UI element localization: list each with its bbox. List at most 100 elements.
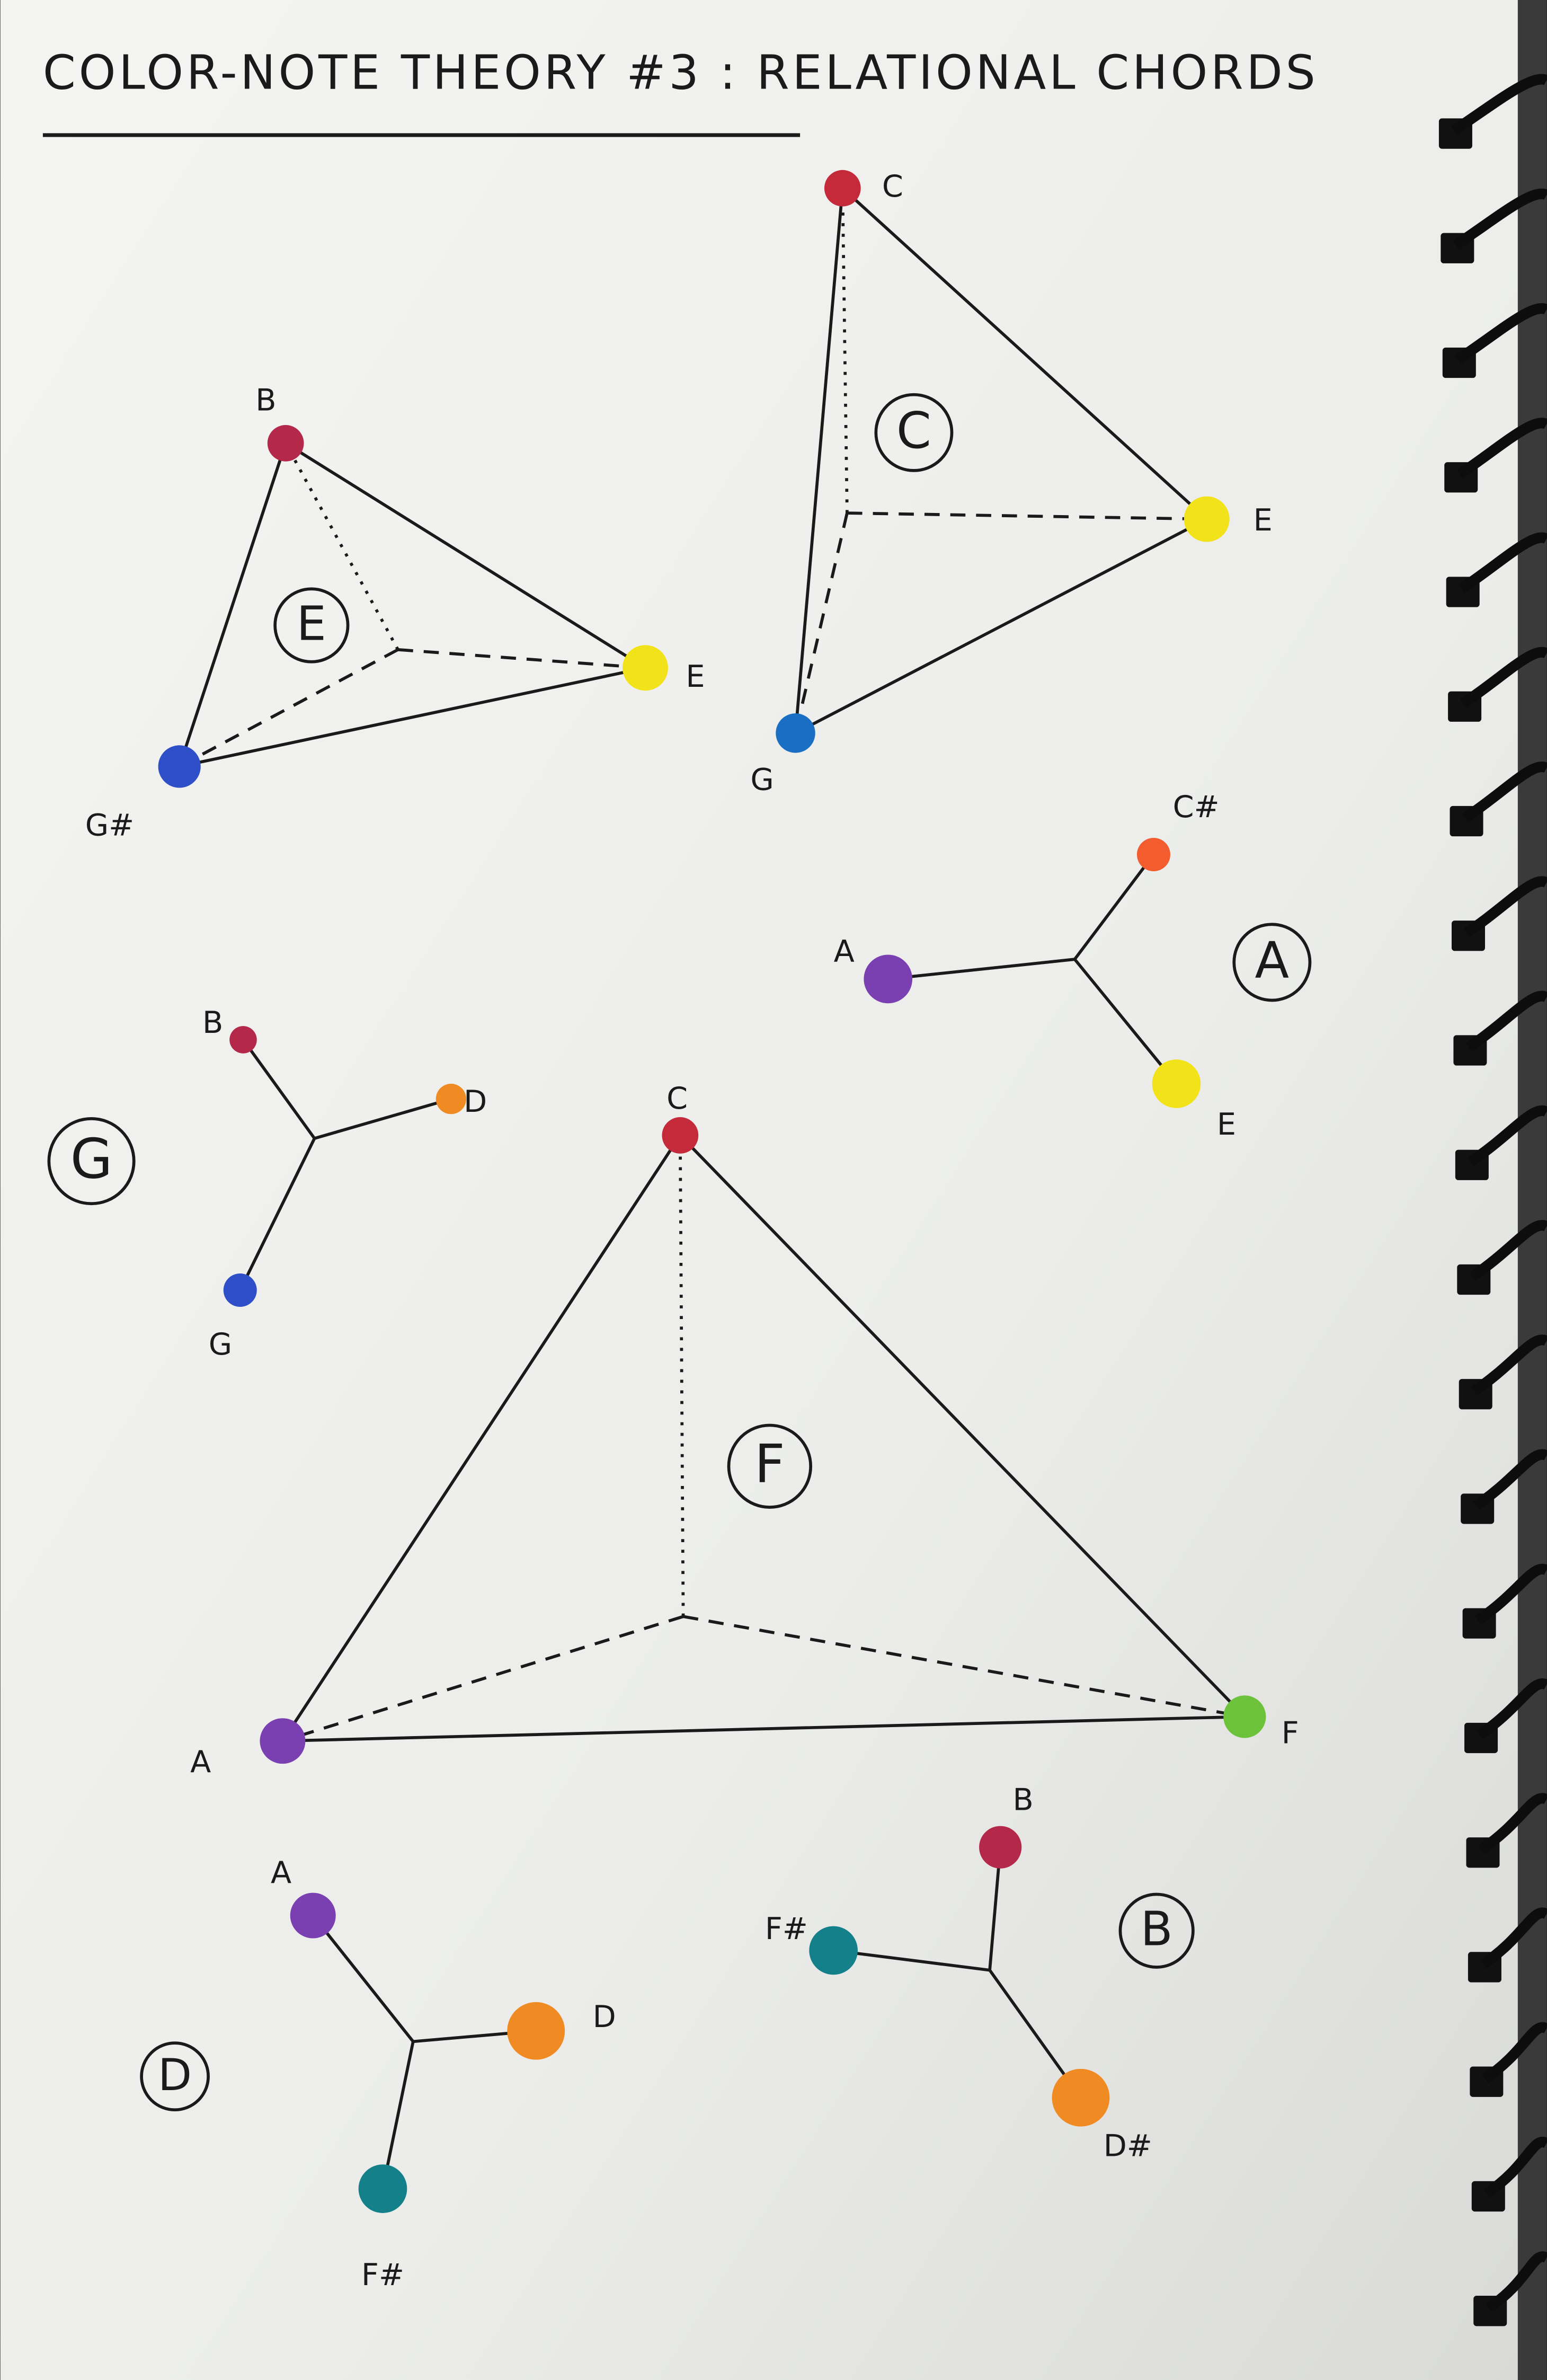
note-label: D# xyxy=(1104,2128,1152,2163)
note-label: F# xyxy=(361,2257,404,2293)
note-label: G xyxy=(209,1326,232,1362)
hidden-edge xyxy=(282,1615,684,1742)
edge xyxy=(282,1715,1245,1743)
branch xyxy=(1073,958,1178,1085)
branch xyxy=(242,1039,316,1139)
note-label: E xyxy=(686,659,705,694)
title: COLOR-NOTE THEORY #3 : RELATIONAL CHORDS xyxy=(43,46,1319,100)
chord-circle xyxy=(727,1423,813,1509)
branch xyxy=(314,1097,452,1140)
branch xyxy=(887,958,1075,981)
note-dot xyxy=(507,2002,565,2060)
note-dot xyxy=(1052,2068,1110,2127)
spiral-binding xyxy=(1438,74,1547,2326)
edge xyxy=(841,187,1208,520)
chord-circle xyxy=(273,587,350,663)
binding-ring xyxy=(1460,647,1547,708)
note-dot xyxy=(229,1026,257,1054)
binding-ring xyxy=(1453,188,1547,250)
chord-diagram: E B E G# xyxy=(85,383,705,843)
note-dot xyxy=(290,1892,336,1939)
edge xyxy=(284,441,646,669)
chord-circle xyxy=(47,1117,136,1206)
binding-ring xyxy=(1477,1678,1547,1740)
note-dot xyxy=(1223,1695,1266,1738)
note-dot xyxy=(358,2164,407,2213)
chord-diagram: F C A F xyxy=(190,1081,1299,1780)
chord-circle xyxy=(1118,1892,1195,1969)
chord-label: A xyxy=(1255,932,1290,990)
note-dot xyxy=(662,1117,699,1154)
note-label: A xyxy=(190,1744,211,1780)
note-dot xyxy=(223,1273,257,1307)
chord-diagram: G B D G xyxy=(47,1005,487,1362)
edge xyxy=(177,443,287,767)
hidden-edge xyxy=(847,511,1207,521)
note-label: E xyxy=(1253,502,1273,538)
hidden-edge xyxy=(841,188,849,514)
note-label: C# xyxy=(1173,789,1220,825)
chord-circle xyxy=(140,2041,210,2112)
hidden-edge xyxy=(284,442,399,651)
note-label: B xyxy=(255,383,276,418)
chord-label: F xyxy=(754,1433,785,1495)
chord-label: E xyxy=(297,596,326,651)
branch xyxy=(381,2041,415,2189)
edge xyxy=(679,1134,1246,1718)
binding-ring xyxy=(1482,2022,1547,2083)
branch xyxy=(1073,853,1155,960)
binding-ring xyxy=(1451,74,1547,135)
hidden-edge xyxy=(683,1615,1245,1719)
diagrams: E B E G# C C E G A A C# E G B D G F C A F D A D F# B B F# D# xyxy=(47,169,1312,2293)
binding-ring xyxy=(1467,1105,1547,1166)
binding-ring xyxy=(1483,2137,1547,2198)
note-dot xyxy=(809,1926,858,1975)
binding-ring xyxy=(1465,990,1547,1052)
binding-ring xyxy=(1462,762,1547,823)
binding-ring xyxy=(1471,1334,1547,1396)
note-label: A xyxy=(271,1855,291,1890)
chord-label: C xyxy=(896,402,931,460)
edge xyxy=(795,518,1208,735)
chord-diagram: C C E G xyxy=(750,169,1272,798)
note-label: G# xyxy=(85,808,134,843)
note-dot xyxy=(1184,496,1230,542)
note-dot xyxy=(1152,1059,1201,1108)
branch xyxy=(238,1137,316,1291)
chord-diagram: D A D F# xyxy=(140,1855,616,2293)
note-dot xyxy=(435,1084,467,1114)
branch xyxy=(833,1949,990,1972)
note-dot xyxy=(824,170,861,207)
chord-label: B xyxy=(1141,1901,1173,1956)
note-label: A xyxy=(834,933,855,969)
chord-label: D xyxy=(158,2049,192,2101)
chord-diagram: B B F# D# xyxy=(765,1782,1195,2163)
binding-ring xyxy=(1454,303,1547,365)
note-dot xyxy=(776,713,815,753)
note-label: B xyxy=(202,1005,223,1040)
binding-ring xyxy=(1464,876,1547,937)
chord-circle xyxy=(874,393,954,472)
binding-ring xyxy=(1469,1220,1547,1281)
binding-ring xyxy=(1474,1563,1547,1625)
binding-ring xyxy=(1456,418,1547,479)
hidden-edge xyxy=(397,648,646,670)
binding-ring xyxy=(1458,532,1547,594)
note-dot xyxy=(979,1826,1022,1869)
hidden-edge xyxy=(179,648,399,768)
binding-ring xyxy=(1486,2251,1547,2313)
chord-diagram: A A C# E xyxy=(834,789,1312,1142)
note-label: D xyxy=(593,1999,616,2034)
note-label: B xyxy=(1013,1782,1034,1817)
note-label: F# xyxy=(765,1911,808,1947)
note-dot xyxy=(260,1718,306,1764)
note-dot xyxy=(623,645,668,691)
note-dot xyxy=(864,954,913,1004)
note-label: C xyxy=(882,169,903,204)
hidden-edge xyxy=(794,512,849,734)
edge xyxy=(281,1134,682,1742)
note-dot xyxy=(158,745,201,788)
